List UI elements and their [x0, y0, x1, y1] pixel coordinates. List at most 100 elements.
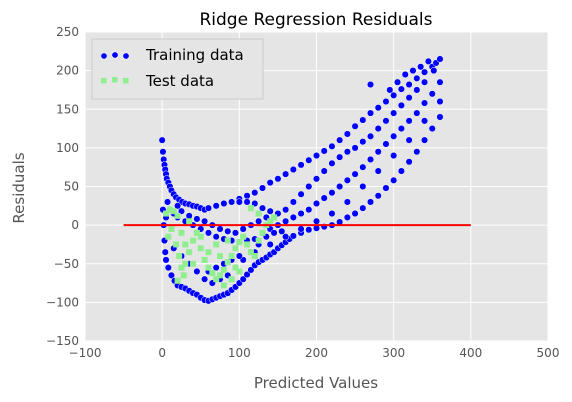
- training-point: [201, 275, 209, 283]
- training-point: [258, 184, 267, 192]
- test-point: [217, 253, 224, 260]
- test-point: [228, 276, 235, 283]
- training-point: [305, 156, 313, 164]
- training-point: [343, 176, 351, 184]
- test-point: [163, 210, 170, 217]
- test-point: [224, 259, 231, 266]
- training-point: [351, 209, 359, 218]
- legend: Training data Test data: [91, 38, 264, 100]
- test-point: [236, 268, 243, 275]
- x-tick-label: −100: [69, 346, 102, 360]
- y-tick-label: 200: [56, 64, 79, 78]
- training-point: [328, 189, 336, 197]
- training-point: [413, 74, 421, 82]
- training-point: [420, 99, 429, 107]
- training-point: [164, 264, 172, 272]
- test-point: [220, 282, 227, 289]
- training-point: [359, 116, 367, 124]
- training-point: [420, 136, 429, 144]
- test-point: [186, 249, 193, 256]
- training-point: [397, 101, 405, 109]
- y-tick-label: 50: [64, 180, 79, 194]
- legend-label-test: Test data: [145, 72, 214, 90]
- training-point: [359, 182, 367, 191]
- y-tick-label: −150: [46, 334, 79, 348]
- x-tick-label: 0: [158, 346, 166, 360]
- training-point: [405, 117, 413, 125]
- legend-box: [91, 38, 264, 100]
- training-point: [390, 176, 398, 184]
- chart-title: Ridge Regression Residuals: [199, 10, 432, 30]
- training-point: [413, 109, 421, 117]
- test-point: [182, 260, 189, 267]
- training-point: [428, 90, 436, 98]
- training-point: [409, 67, 417, 75]
- test-point: [186, 218, 193, 225]
- training-point: [390, 152, 398, 160]
- training-point: [305, 226, 313, 234]
- x-tick-label: 100: [228, 346, 251, 360]
- test-point: [170, 208, 177, 215]
- x-axis-title: Predicted Values: [254, 374, 378, 392]
- test-point: [220, 266, 227, 273]
- training-point: [243, 271, 251, 279]
- y-tick-label: 0: [71, 218, 79, 232]
- x-tick-label: 500: [537, 346, 560, 360]
- x-tick-label: 400: [459, 346, 482, 360]
- test-point: [213, 241, 220, 248]
- training-point: [297, 225, 305, 233]
- training-point: [417, 63, 425, 71]
- training-point: [185, 212, 193, 220]
- training-point: [336, 136, 344, 144]
- y-tick-label: 100: [56, 141, 79, 155]
- x-tick-label: 200: [305, 346, 328, 360]
- test-point: [182, 241, 189, 248]
- training-point: [397, 125, 405, 133]
- training-point: [312, 217, 321, 225]
- training-point: [390, 91, 398, 99]
- training-point: [420, 68, 429, 76]
- training-point: [258, 204, 267, 212]
- training-point: [297, 190, 305, 198]
- test-point: [217, 272, 224, 279]
- test-point: [190, 237, 197, 244]
- test-point: [165, 233, 172, 240]
- training-point: [282, 233, 290, 241]
- test-point: [244, 241, 251, 248]
- training-point: [235, 198, 243, 206]
- training-point: [386, 86, 394, 94]
- test-point: [190, 260, 197, 267]
- training-point: [374, 148, 382, 156]
- training-point: [305, 206, 313, 214]
- y-tick-label: 150: [56, 102, 79, 116]
- training-point: [312, 175, 321, 183]
- training-point: [413, 148, 421, 156]
- test-point: [166, 206, 173, 213]
- training-point: [162, 256, 170, 264]
- training-point: [289, 232, 297, 240]
- test-point: [168, 225, 175, 232]
- training-point: [428, 125, 436, 133]
- test-point: [174, 212, 181, 219]
- legend-label-training: Training data: [145, 46, 244, 64]
- training-point: [204, 204, 213, 212]
- test-point: [176, 253, 183, 260]
- y-tick-label: −50: [54, 257, 79, 271]
- training-point: [320, 147, 328, 155]
- y-tick-label: 250: [56, 25, 79, 39]
- training-point: [266, 240, 274, 248]
- training-point: [297, 161, 305, 169]
- test-point: [247, 205, 254, 212]
- test-point: [228, 253, 235, 260]
- test-point: [240, 233, 247, 240]
- x-tick-label: 300: [382, 346, 405, 360]
- training-point: [336, 182, 344, 191]
- training-point: [239, 225, 247, 233]
- training-point: [193, 215, 201, 223]
- test-point: [209, 270, 216, 277]
- training-point: [405, 158, 413, 166]
- training-point: [430, 67, 438, 75]
- training-point: [251, 189, 259, 197]
- training-point: [158, 136, 166, 144]
